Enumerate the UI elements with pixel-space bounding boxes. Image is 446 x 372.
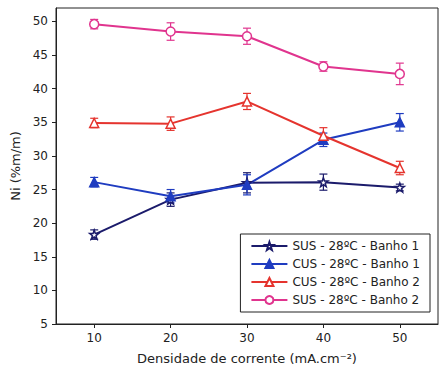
svg-text:CUS - 28ºC - Banho 2: CUS - 28ºC - Banho 2 — [292, 275, 420, 289]
svg-text:Densidade de corrente (mA.cm⁻²: Densidade de corrente (mA.cm⁻²) — [137, 351, 357, 366]
svg-text:10: 10 — [87, 331, 102, 345]
svg-text:50: 50 — [33, 14, 48, 28]
svg-text:30: 30 — [33, 149, 48, 163]
svg-text:15: 15 — [33, 250, 48, 264]
svg-text:Ni (%m/m): Ni (%m/m) — [8, 131, 23, 201]
svg-text:30: 30 — [239, 331, 254, 345]
svg-text:10: 10 — [33, 283, 48, 297]
svg-text:SUS - 28ºC - Banho 1: SUS - 28ºC - Banho 1 — [292, 239, 419, 253]
svg-text:45: 45 — [33, 48, 48, 62]
svg-text:25: 25 — [33, 183, 48, 197]
svg-text:5: 5 — [40, 317, 48, 331]
svg-text:35: 35 — [33, 115, 48, 129]
svg-text:40: 40 — [33, 82, 48, 96]
svg-text:20: 20 — [163, 331, 178, 345]
svg-text:SUS - 28ºC - Banho 2: SUS - 28ºC - Banho 2 — [292, 293, 419, 307]
svg-text:40: 40 — [316, 331, 331, 345]
svg-text:50: 50 — [392, 331, 407, 345]
svg-text:20: 20 — [33, 216, 48, 230]
svg-text:CUS - 28ºC - Banho 1: CUS - 28ºC - Banho 1 — [292, 257, 420, 271]
